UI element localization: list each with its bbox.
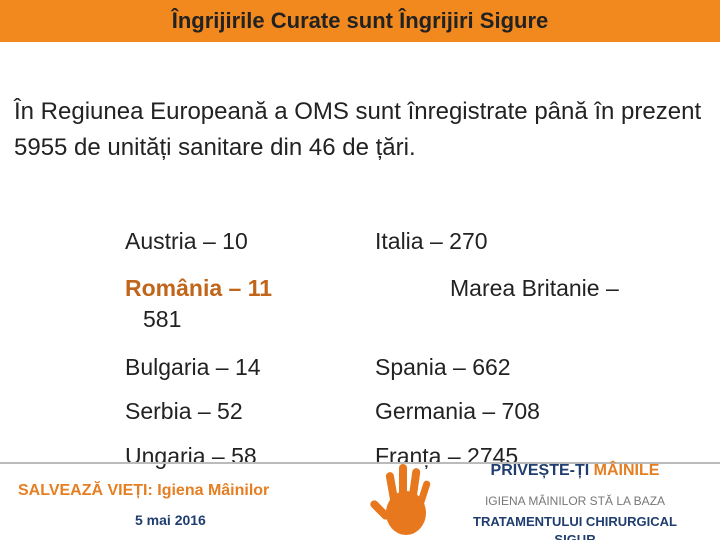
list-item: Italia – 270 <box>375 228 488 254</box>
list-item: Austria – 10 <box>125 228 248 254</box>
slogan-part: MÂINILE <box>593 462 660 479</box>
list-item: România – 11 <box>125 275 273 301</box>
list-item: Marea Britanie – <box>450 275 619 301</box>
slogan-part: PRIVEȘTE-ȚI <box>490 462 590 479</box>
list-item: Serbia – 52 <box>125 398 243 424</box>
footer-line: SIGUR <box>554 532 596 540</box>
campaign: SALVEAZĂ VIEȚI: Igiena Mâinilor <box>18 482 270 499</box>
list-item: Franța – 2745 <box>375 443 519 469</box>
list-item: Bulgaria – 14 <box>125 354 261 380</box>
list-item: Germania – 708 <box>375 398 540 424</box>
title: Îngrijirile Curate sunt Îngrijiri Sigure <box>171 8 549 33</box>
list-item: 581 <box>143 306 182 332</box>
header-bar <box>0 0 720 42</box>
list-item: Spania – 662 <box>375 354 511 380</box>
footer-rule <box>0 462 720 464</box>
intro: În Regiunea Europeană a OMS sunt înregis… <box>14 98 702 161</box>
list-item: Ungaria – 58 <box>125 443 257 469</box>
slogan: PRIVEȘTE-ȚI MÂINILE <box>440 462 710 480</box>
hand-icon <box>370 464 431 535</box>
footer-line: IGIENA MÂINILOR STĂ LA BAZA <box>484 494 666 508</box>
date: 5 mai 2016 <box>135 512 206 528</box>
footer-line: TRATAMENTULUI CHIRURGICAL <box>473 514 677 529</box>
